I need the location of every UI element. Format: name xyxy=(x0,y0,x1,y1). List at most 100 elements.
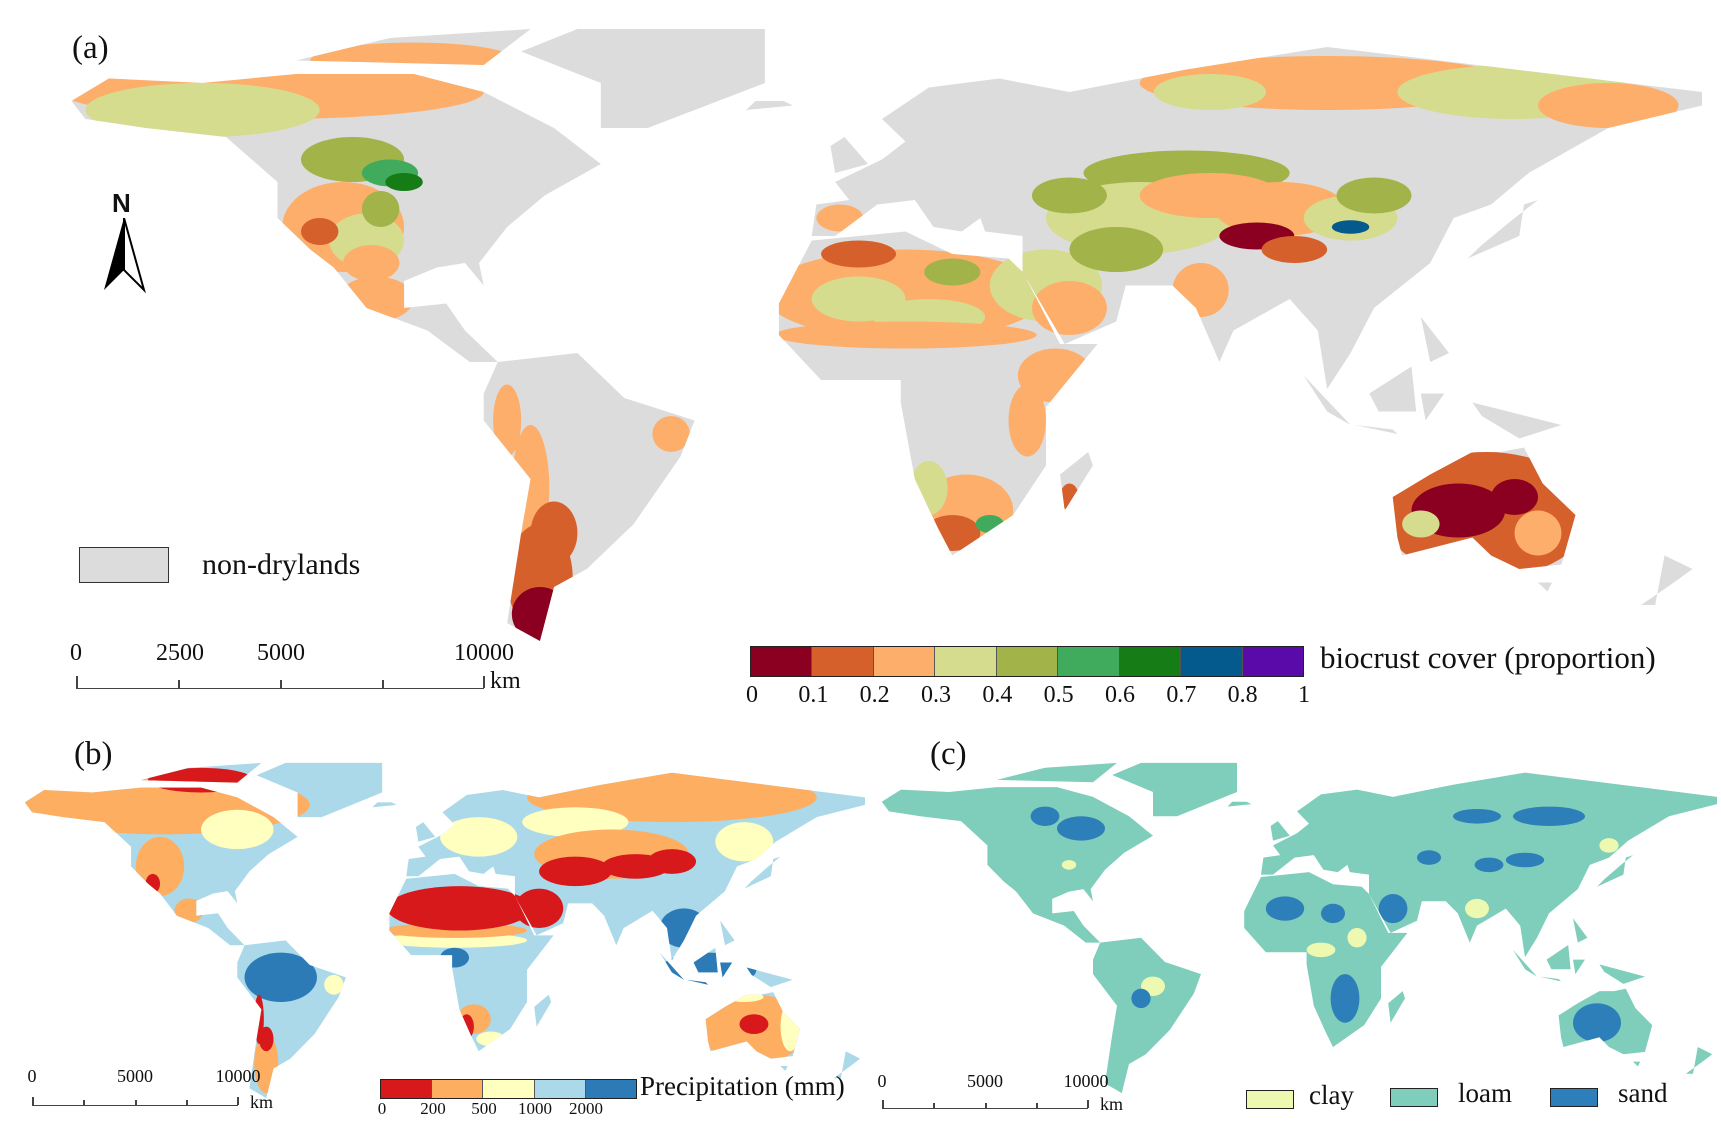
land-region xyxy=(1573,959,1585,975)
land-region xyxy=(1093,937,1201,1094)
colorbar-bin xyxy=(812,647,874,676)
map-data-patch xyxy=(774,321,1037,349)
map-data-patch xyxy=(1402,510,1440,538)
map-data-patch xyxy=(145,873,161,894)
map-data-patch xyxy=(1030,806,1060,826)
panel-a-label: (a) xyxy=(72,30,109,66)
map-data-patch xyxy=(599,896,639,936)
land-region xyxy=(746,967,793,988)
land-region xyxy=(744,856,781,889)
map-data-patch xyxy=(659,952,757,988)
map-data-patch xyxy=(1514,510,1562,556)
land-region xyxy=(1369,366,1417,412)
map-data-patch xyxy=(361,191,400,227)
map-data-patch xyxy=(1347,928,1367,948)
colorbar-tick-label: 2000 xyxy=(569,1099,603,1118)
biocrust-colorbar xyxy=(750,646,1304,677)
precipitation-map xyxy=(24,762,865,1099)
scale-tick-label: 5000 xyxy=(117,1066,153,1086)
soil-texture-map xyxy=(881,762,1717,1094)
scale-unit: km xyxy=(1100,1094,1124,1114)
map-data-patch xyxy=(174,898,204,924)
map-data-patch xyxy=(821,240,897,268)
precipitation-colorbar xyxy=(380,1079,637,1099)
clay-label: clay xyxy=(1309,1080,1354,1110)
land-region xyxy=(1573,918,1588,943)
colorbar-tick-label: 0.7 xyxy=(1166,682,1197,708)
map-data-patch xyxy=(1599,838,1619,853)
colorbar-tick-label: 1 xyxy=(1298,682,1310,708)
scale-tick-label: 10000 xyxy=(215,1066,261,1086)
map-data-patch xyxy=(1153,74,1267,110)
land-region xyxy=(1538,582,1553,592)
land-region xyxy=(780,1066,788,1071)
map-data-patch xyxy=(1505,852,1545,868)
biocrust-cover-map xyxy=(71,29,1702,641)
map-data-patch xyxy=(1336,177,1412,214)
land-region xyxy=(1546,945,1571,970)
map-data-patch xyxy=(300,218,339,245)
land-region xyxy=(1270,821,1290,841)
map-data-patch xyxy=(1513,806,1585,826)
panel-c-label: (c) xyxy=(930,736,967,772)
map-data-patch xyxy=(1474,857,1504,873)
map-data-patch xyxy=(739,1014,769,1034)
land-region xyxy=(1685,1047,1713,1074)
loam-swatch xyxy=(1390,1088,1438,1107)
clay-swatch xyxy=(1246,1090,1294,1109)
non-drylands-swatch xyxy=(79,547,169,583)
map-data-patch xyxy=(530,501,578,565)
map-data-patch xyxy=(459,1014,474,1039)
land-region xyxy=(534,994,552,1027)
map-data-patch xyxy=(816,204,864,232)
map-data-patch xyxy=(1321,903,1345,924)
map-data-patch xyxy=(514,888,564,929)
land-region xyxy=(1420,317,1449,362)
north-arrow-icon xyxy=(104,218,146,294)
scale-tick-label: 5000 xyxy=(967,1071,1003,1091)
colorbar-bin xyxy=(483,1080,535,1098)
scale-tick-label: 0 xyxy=(27,1066,37,1086)
colorbar-tick-label: 0.3 xyxy=(921,682,951,708)
map-data-patch xyxy=(1538,83,1679,128)
colorbar-tick-label: 0.5 xyxy=(1043,682,1074,708)
map-data-patch xyxy=(1378,894,1408,924)
map-data-patch xyxy=(1465,898,1489,919)
sand-label: sand xyxy=(1618,1078,1668,1108)
colorbar-tick-label: 0 xyxy=(377,1099,387,1118)
map-data-patch xyxy=(1330,974,1360,1023)
land-region xyxy=(1467,200,1538,259)
map-data-patch xyxy=(343,245,400,281)
map-data-patch xyxy=(1417,850,1441,865)
scale-tick-label: 10000 xyxy=(1063,1071,1109,1091)
colorbar-bin xyxy=(1058,647,1120,676)
map-data-patch xyxy=(1261,236,1328,263)
panel-b-label: (b) xyxy=(74,736,113,772)
map-data-patch xyxy=(147,767,255,793)
map-data-patch xyxy=(511,587,569,641)
precipitation-colorbar-title: Precipitation (mm) xyxy=(640,1071,845,1101)
colorbar-bin xyxy=(873,647,936,676)
colorbar-tick-label: 0.4 xyxy=(982,682,1013,708)
map-data-patch xyxy=(201,851,250,892)
land-region xyxy=(521,29,765,128)
map-data-patch xyxy=(386,886,532,931)
colorbar-bin xyxy=(1181,647,1243,676)
landmass xyxy=(881,762,1717,1094)
colorbar-bin xyxy=(534,1080,586,1098)
map-data-patch xyxy=(1057,816,1105,841)
land-region xyxy=(1355,425,1398,434)
land-region xyxy=(1303,375,1351,425)
scale-tick-label: 0 xyxy=(70,640,82,666)
land-region xyxy=(372,802,397,808)
map-data-patch xyxy=(493,384,522,457)
land-region xyxy=(1599,964,1645,984)
data-overlay xyxy=(1030,806,1621,1043)
north-label: N xyxy=(112,188,131,218)
north-arrow: N xyxy=(100,188,150,298)
map-data-patch xyxy=(910,461,948,515)
colorbar-tick-label: 200 xyxy=(420,1099,446,1118)
map-data-patch xyxy=(476,1031,506,1047)
colorbar-tick-label: 0.2 xyxy=(859,682,890,708)
map-data-patch xyxy=(1331,220,1370,234)
